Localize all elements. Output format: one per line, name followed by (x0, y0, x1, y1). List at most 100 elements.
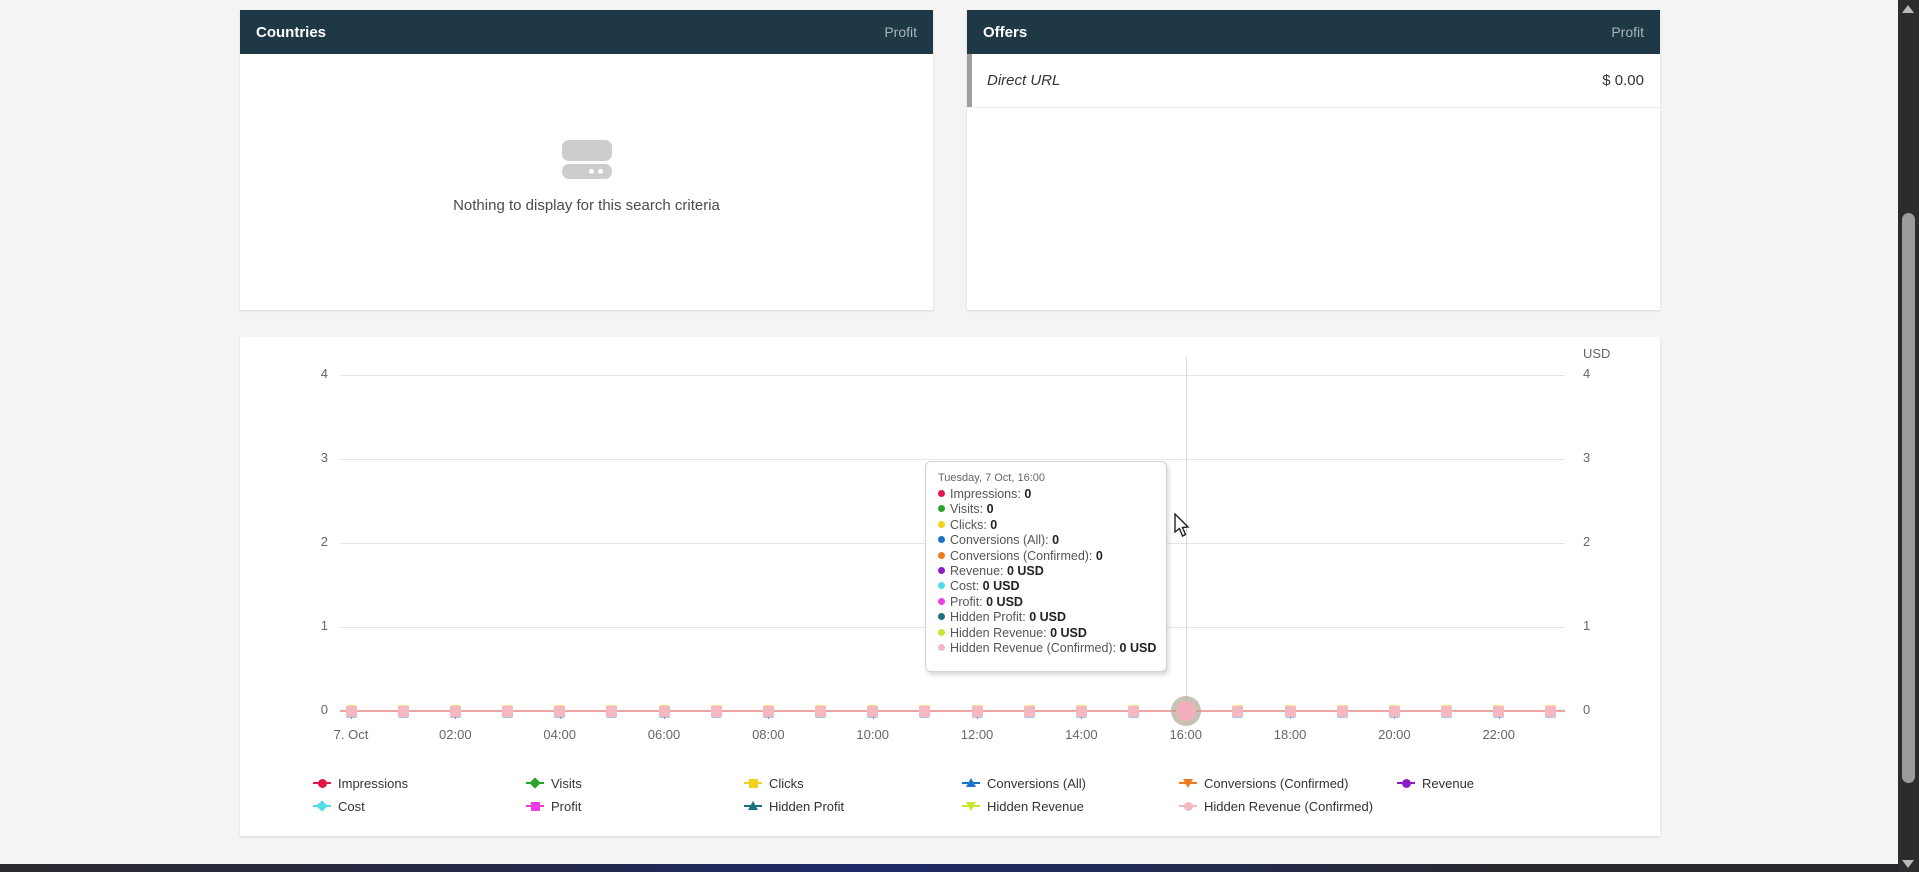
offers-metric-label: Profit (1611, 24, 1644, 40)
y-gridline (340, 375, 1565, 376)
right-axis-unit-label: USD (1583, 346, 1611, 361)
data-point-marker[interactable] (710, 705, 722, 717)
vertical-scrollbar[interactable] (1898, 0, 1919, 872)
diamond-marker-icon (526, 777, 544, 789)
offers-panel-header: Offers Profit (967, 10, 1660, 54)
data-point-marker[interactable] (867, 705, 879, 717)
data-point-marker[interactable] (1075, 705, 1087, 717)
tooltip-series-bullet-icon (938, 628, 945, 636)
triangle-marker-icon (744, 800, 762, 812)
legend-item-profit[interactable]: Profit (526, 797, 581, 815)
tooltip-series-bullet-icon (938, 567, 945, 575)
series-zero-line (340, 710, 1565, 712)
tooltip-row: Hidden Profit: 0 USD (938, 610, 1154, 625)
data-point-marker[interactable] (502, 705, 513, 717)
data-point-marker[interactable] (1545, 705, 1557, 717)
legend-item-clicks[interactable]: Clicks (744, 774, 804, 792)
tooltip-series-label: Cost: (950, 579, 983, 594)
tooltip-row: Clicks: 0 (938, 518, 1154, 533)
data-point-marker[interactable] (919, 705, 931, 717)
data-point-marker[interactable] (658, 705, 670, 717)
y-axis-label-right: 0 (1583, 702, 1591, 717)
countries-panel-title: Countries (256, 23, 327, 41)
circle-marker-icon (1397, 777, 1415, 789)
data-point-marker[interactable] (1232, 705, 1244, 717)
tooltip-series-bullet-icon (938, 582, 945, 590)
data-point-marker[interactable] (1128, 705, 1140, 717)
offers-panel-title: Offers (983, 23, 1028, 41)
tooltip-series-bullet-icon (938, 520, 945, 528)
data-point-marker[interactable] (554, 705, 566, 717)
data-point-marker[interactable] (1336, 705, 1348, 717)
offers-panel: Offers Profit Direct URL $ 0.00 (967, 10, 1660, 310)
tooltip-series-value: 0 USD (1029, 610, 1067, 625)
triangle-marker-icon (962, 777, 980, 789)
offer-name: Direct URL (987, 72, 1061, 89)
triangle-down-marker-icon (962, 800, 980, 812)
y-axis-label-left: 3 (320, 450, 328, 465)
legend-item-conversions-confirmed[interactable]: Conversions (Confirmed) (1179, 774, 1349, 792)
countries-panel: Countries Profit Nothing to display for … (240, 10, 933, 310)
legend-item-hidden-profit[interactable]: Hidden Profit (744, 797, 844, 815)
legend-item-hidden-revenue-confirmed[interactable]: Hidden Revenue (Confirmed) (1179, 797, 1373, 815)
legend-item-cost[interactable]: Cost (313, 797, 365, 815)
x-axis-label: 7. Oct (333, 727, 369, 742)
tooltip-series-label: Impressions: (950, 487, 1025, 501)
legend-item-hidden-revenue[interactable]: Hidden Revenue (962, 797, 1084, 815)
circle-marker-icon (313, 777, 331, 789)
countries-empty-state: Nothing to display for this search crite… (240, 140, 933, 214)
scrollbar-thumb[interactable] (1902, 213, 1915, 783)
legend-item-visits[interactable]: Visits (526, 774, 582, 792)
tooltip-series-bullet-icon (938, 613, 945, 621)
legend-label: Profit (551, 798, 582, 814)
legend-label: Hidden Profit (769, 798, 845, 814)
y-axis-label-left: 1 (320, 618, 328, 633)
tooltip-series-value: 0 USD (1050, 625, 1087, 640)
tooltip-row: Profit: 0 USD (938, 595, 1154, 610)
x-axis-label: 20:00 (1378, 727, 1411, 742)
legend-label: Conversions (Confirmed) (1204, 775, 1349, 791)
timeseries-chart-panel: USD 4 4 3 3 2 2 1 1 0 0 7. Oct 02:00 04:00 06:00 08:00… (240, 337, 1660, 836)
legend-label: Clicks (769, 775, 804, 791)
data-point-marker[interactable] (762, 705, 774, 717)
data-point-marker[interactable] (1493, 705, 1505, 717)
data-point-marker[interactable] (397, 705, 409, 717)
y-axis-label-right: 4 (1583, 366, 1591, 381)
tooltip-row: Impressions: 0 (938, 487, 1154, 502)
legend-label: Conversions (All) (987, 775, 1086, 791)
data-point-marker[interactable] (971, 705, 983, 717)
data-point-marker[interactable] (1388, 705, 1400, 717)
scroll-down-arrow-icon[interactable] (1902, 860, 1914, 868)
legend-item-impressions[interactable]: Impressions (313, 774, 408, 792)
data-point-marker[interactable] (1441, 705, 1453, 717)
data-point-marker[interactable] (606, 705, 618, 717)
data-point-marker[interactable] (345, 705, 357, 717)
square-marker-icon (526, 800, 544, 812)
bottom-edge-bar (0, 864, 1898, 872)
no-data-icon (561, 140, 612, 179)
circle-marker-icon (1179, 800, 1197, 812)
legend-label: Revenue (1422, 775, 1475, 791)
legend-item-conversions-all[interactable]: Conversions (All) (962, 774, 1086, 792)
tooltip-series-value: 0 (1024, 487, 1032, 501)
data-point-marker[interactable] (815, 705, 827, 717)
tooltip-row: Hidden Revenue (Confirmed): 0 USD (938, 641, 1156, 656)
data-point-marker[interactable] (449, 705, 461, 717)
scroll-up-arrow-icon[interactable] (1902, 5, 1914, 13)
offer-row-direct-url[interactable]: Direct URL $ 0.00 (967, 54, 1660, 108)
legend-item-revenue[interactable]: Revenue (1397, 774, 1474, 792)
x-axis-label: 10:00 (856, 727, 889, 742)
tooltip-series-label: Visits: (950, 502, 987, 517)
tooltip-series-label: Conversions (Confirmed): (950, 548, 1096, 563)
tooltip-series-bullet-icon (938, 644, 945, 652)
data-point-marker[interactable] (1284, 705, 1296, 717)
triangle-down-marker-icon (1179, 777, 1197, 789)
hovered-data-point[interactable] (1175, 701, 1196, 721)
tooltip-series-bullet-icon (938, 536, 945, 544)
tooltip-series-label: Revenue: (950, 564, 1007, 579)
tooltip-series-value: 0 USD (986, 594, 1023, 609)
y-gridline (340, 459, 1565, 460)
data-point-marker[interactable] (1023, 705, 1035, 717)
legend-label: Hidden Revenue (987, 798, 1084, 814)
